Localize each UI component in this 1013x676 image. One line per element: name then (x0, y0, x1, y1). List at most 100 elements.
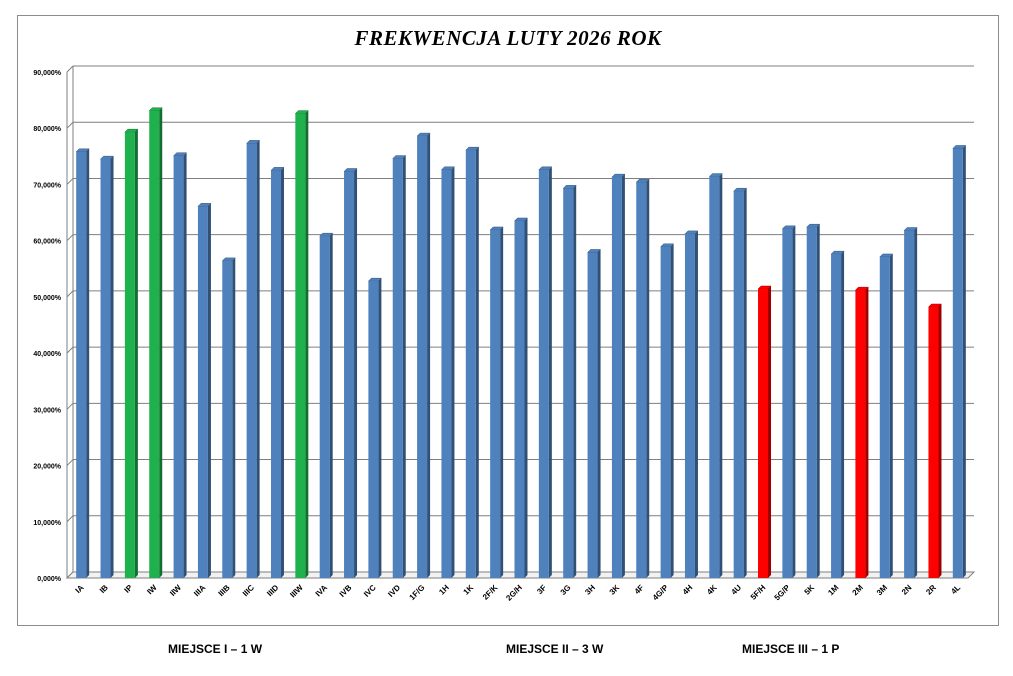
bar (636, 182, 647, 578)
x-tick-label: IIIC (241, 583, 256, 598)
bar-side (914, 227, 918, 578)
x-tick-label: 4H (681, 583, 695, 597)
bar (124, 132, 135, 578)
y-tick-label: 30,000% (33, 407, 61, 414)
x-tick-label: IVC (362, 583, 378, 599)
x-tick-label: IIIW (288, 583, 305, 600)
x-tick-label: IB (98, 583, 110, 595)
bar-side (232, 257, 236, 578)
y-tick-label: 70,000% (33, 182, 61, 189)
bar-side (500, 226, 504, 579)
gridline-side (66, 121, 74, 129)
gridline-side (66, 234, 74, 242)
bar (758, 289, 769, 578)
bar (611, 177, 622, 578)
bar-side (865, 287, 869, 578)
bar (465, 150, 476, 578)
bar (246, 143, 257, 578)
bar (490, 229, 501, 579)
bar (319, 236, 330, 578)
bar-side (159, 107, 163, 578)
bar-side (110, 156, 114, 578)
y-tick-label: 40,000% (33, 351, 61, 358)
x-tick-label: 2F/K (481, 583, 500, 602)
gridline-side (66, 515, 74, 523)
gridline-side (66, 178, 74, 185)
bar-side (183, 152, 187, 578)
y-tick-label: 0,000% (37, 576, 62, 583)
bar (684, 233, 695, 579)
bar (295, 113, 306, 579)
bar (344, 171, 355, 578)
bar (538, 169, 549, 578)
x-tick-label: IIID (265, 583, 280, 598)
bar-side (207, 203, 211, 579)
bar (806, 227, 817, 578)
x-tick-label: 4L (949, 583, 962, 596)
x-tick-label: 1M (826, 583, 840, 597)
x-tick-label: 1H (437, 583, 451, 597)
x-tick-label: 4F (633, 583, 646, 596)
y-tick-label: 10,000% (33, 520, 61, 527)
gridline-side (66, 402, 74, 410)
bar (709, 176, 720, 578)
bar (587, 252, 598, 578)
bar (441, 169, 452, 578)
bar-side (841, 251, 845, 578)
x-tick-label: IVB (338, 583, 354, 599)
x-tick-label: 5K (803, 583, 817, 597)
bar-side (134, 129, 138, 578)
bar (368, 281, 379, 578)
footer-place-2: MIEJSCE II – 3 W (506, 642, 604, 656)
x-tick-label: 1K (462, 583, 476, 597)
bar (733, 191, 744, 579)
bar-side (548, 166, 552, 578)
bar-side (280, 167, 284, 578)
bar-side (329, 233, 333, 578)
bar-side (305, 110, 309, 579)
bar (149, 110, 160, 578)
bar (782, 228, 793, 579)
bar (660, 246, 671, 578)
gridline-side (66, 459, 74, 466)
bar-side (524, 217, 528, 578)
bar (173, 155, 184, 578)
x-tick-label: 1F/G (408, 583, 427, 602)
bar-side (962, 145, 966, 578)
bar (417, 136, 428, 579)
x-tick-label: 4K (705, 583, 719, 597)
x-tick-label: IP (123, 583, 135, 595)
bar (879, 256, 890, 578)
bar-side (646, 179, 650, 578)
bar-side (451, 166, 455, 578)
footer-place-1: MIEJSCE I – 1 W (168, 642, 263, 656)
bar-side (378, 278, 382, 578)
x-tick-label: 2M (851, 583, 865, 597)
x-tick-label: IIIB (217, 583, 232, 598)
bar (831, 254, 842, 578)
bar-side (889, 253, 893, 578)
bar-side (816, 224, 820, 578)
x-tick-label: 2R (924, 583, 938, 597)
bar (514, 220, 525, 578)
x-tick-label: 3M (875, 583, 889, 597)
footer-place-3: MIEJSCE III – 1 P (742, 642, 840, 656)
y-tick-label: 90,000% (33, 70, 61, 77)
x-tick-label: IVD (386, 583, 402, 599)
bar (222, 260, 233, 578)
x-tick-label: 3H (583, 583, 597, 597)
x-tick-label: 2N (900, 583, 914, 597)
x-tick-label: 3F (535, 583, 548, 596)
chart-title: FREKWENCJA LUTY 2026 ROK (354, 26, 662, 50)
x-tick-label: 5F/H (749, 583, 768, 602)
bar-side (86, 148, 90, 578)
bar-side (427, 133, 431, 579)
bar-side (694, 230, 698, 579)
gridline-side (66, 290, 74, 298)
x-tick-label: 4G/P (651, 583, 671, 603)
bar (563, 188, 574, 578)
x-tick-label: 2G/H (504, 583, 524, 603)
bar (392, 158, 403, 579)
bar-side (597, 249, 601, 578)
